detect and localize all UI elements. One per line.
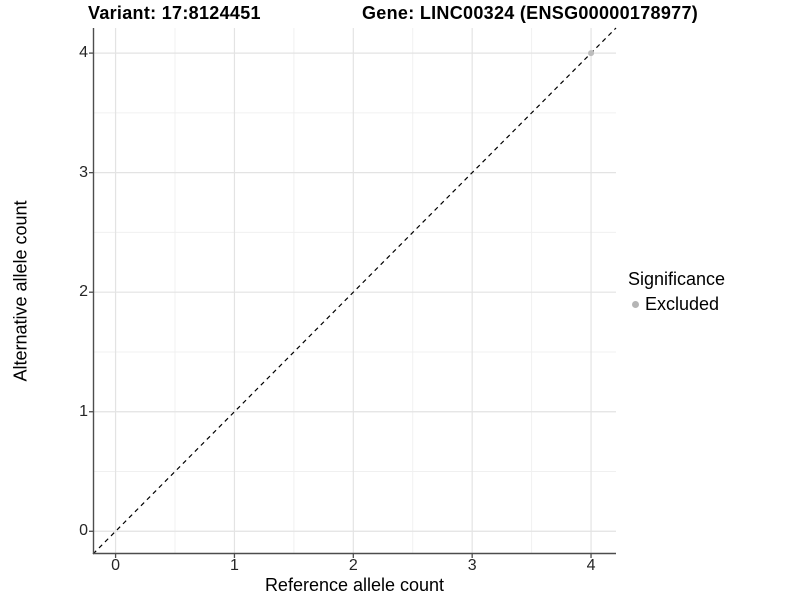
- x-tick-label: 4: [586, 557, 596, 574]
- legend-item-excluded: Excluded: [632, 294, 725, 315]
- data-point: [588, 50, 595, 57]
- y-axis-title: Alternative allele count: [10, 200, 31, 382]
- gene-title: Gene: LINC00324 (ENSG00000178977): [362, 3, 699, 23]
- legend-item-label: Excluded: [645, 294, 720, 314]
- y-tick-label: 4: [79, 44, 88, 62]
- y-tick-label: 0: [79, 522, 88, 540]
- x-axis-title: Reference allele count: [264, 575, 445, 595]
- variant-title: Variant: 17:8124451: [88, 3, 261, 23]
- x-tick-label: 1: [229, 557, 239, 574]
- legend: Significance Excluded: [628, 269, 725, 315]
- legend-title: Significance: [628, 269, 726, 289]
- x-tick-label: 2: [348, 557, 358, 574]
- y-tick-label: 3: [79, 163, 88, 181]
- legend-dot-icon: [632, 301, 639, 308]
- y-tick-label: 2: [79, 283, 88, 301]
- x-tick-label: 3: [467, 557, 477, 574]
- y-tick-label: 1: [79, 402, 88, 420]
- identity-line: [92, 27, 617, 555]
- plot-panel: [89, 27, 617, 558]
- plot-canvas: [89, 27, 617, 558]
- x-tick-label: 0: [111, 557, 121, 574]
